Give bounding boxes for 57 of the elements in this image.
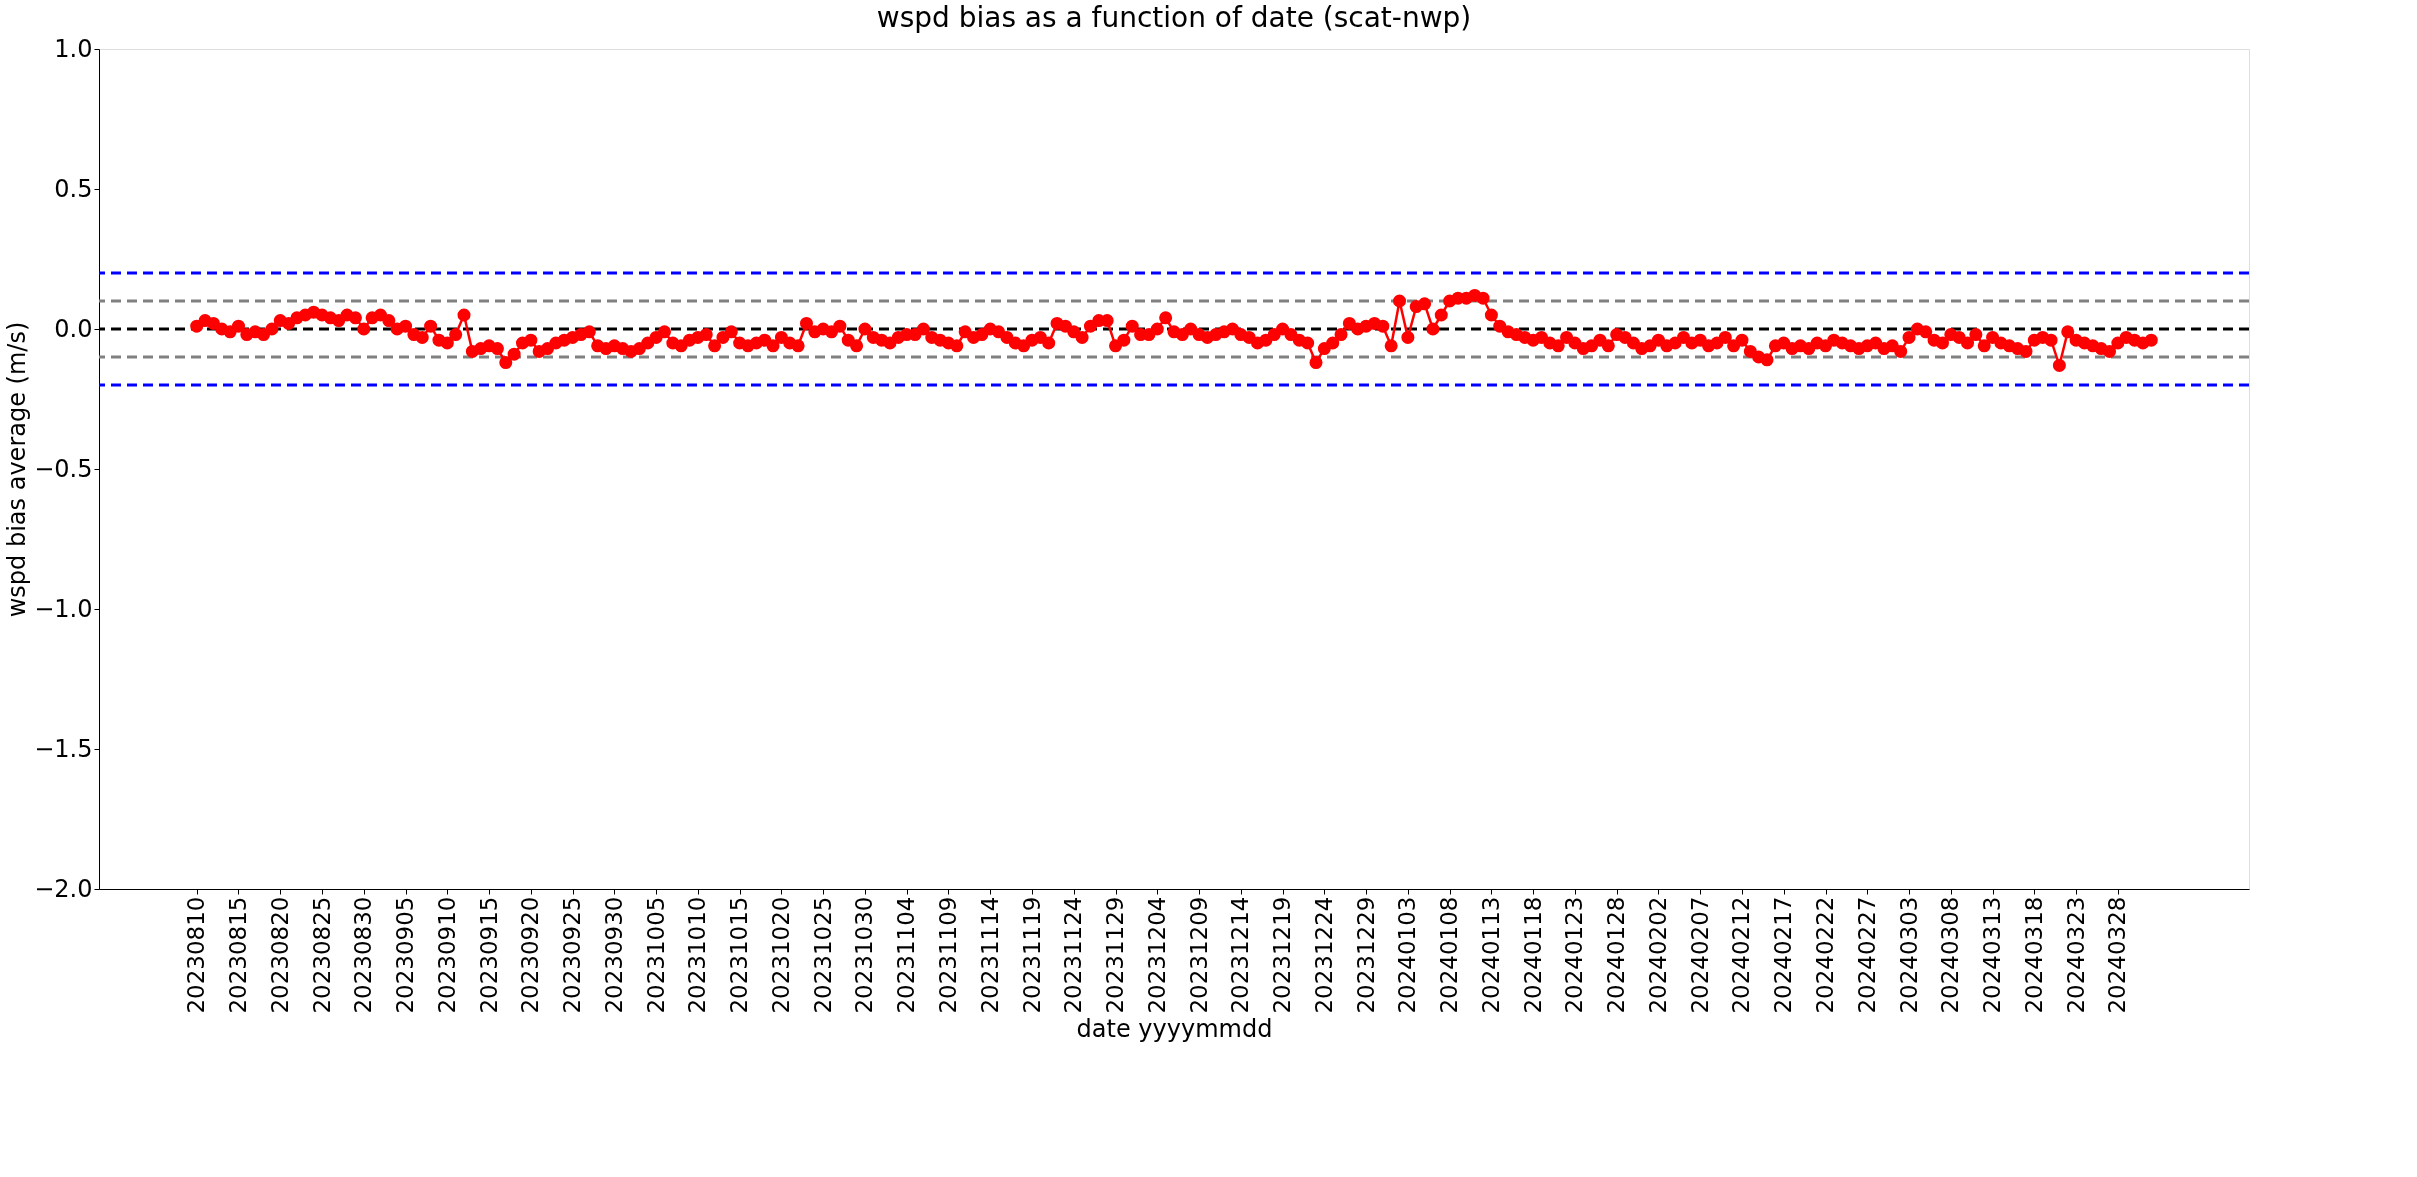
x-tick-label: 20231124 xyxy=(1060,896,1087,1014)
x-tick-label: 20230910 xyxy=(433,896,460,1014)
y-tick-label: −2.0 xyxy=(34,874,93,903)
x-tick-label: 20240323 xyxy=(2062,896,2089,1014)
x-tick-label: 20240108 xyxy=(1436,896,1463,1014)
x-tick-label: 20231219 xyxy=(1269,896,1296,1014)
x-tick-label: 20230830 xyxy=(350,896,377,1014)
x-tick-label: 20240303 xyxy=(1895,896,1922,1014)
x-tick-label: 20240222 xyxy=(1812,896,1839,1014)
x-tick-label: 20240128 xyxy=(1603,896,1630,1014)
x-tick-label: 20240328 xyxy=(2104,896,2131,1014)
x-tick-label: 20230925 xyxy=(559,896,586,1014)
x-tick-label: 20240202 xyxy=(1644,896,1671,1014)
x-tick-label: 20231209 xyxy=(1185,896,1212,1014)
x-tick-label: 20231224 xyxy=(1310,896,1337,1014)
x-tick-label: 20231020 xyxy=(767,896,794,1014)
x-tick-label: 20240212 xyxy=(1728,896,1755,1014)
x-tick-label: 20230810 xyxy=(183,896,210,1014)
y-axis-title: wspd bias average (m/s) xyxy=(3,321,32,618)
x-tick-label: 20230825 xyxy=(308,896,335,1014)
x-tick-label: 20240217 xyxy=(1770,896,1797,1014)
y-tick-label: −1.0 xyxy=(34,594,93,623)
x-tick-label: 20231204 xyxy=(1143,896,1170,1014)
y-tick-label: 0.0 xyxy=(54,314,93,343)
x-tick-label: 20231214 xyxy=(1227,896,1254,1014)
x-tick-label: 20230920 xyxy=(517,896,544,1014)
x-tick-label: 20231030 xyxy=(851,896,878,1014)
x-tick-label: 20231229 xyxy=(1352,896,1379,1014)
x-tick-label: 20231109 xyxy=(934,896,961,1014)
x-tick-label: 20231005 xyxy=(642,896,669,1014)
x-tick-label: 20240103 xyxy=(1394,896,1421,1014)
x-tick-label: 20231104 xyxy=(893,896,920,1014)
x-axis-title: date yyyymmdd xyxy=(1076,1014,1273,1043)
x-tick-label: 20230905 xyxy=(392,896,419,1014)
x-tick-label: 20231119 xyxy=(1018,896,1045,1014)
x-tick-label: 20240313 xyxy=(1979,896,2006,1014)
x-tick-label: 20230915 xyxy=(475,896,502,1014)
x-tick-label: 20230930 xyxy=(600,896,627,1014)
x-tick-label: 20240227 xyxy=(1853,896,1880,1014)
x-tick-label: 20240318 xyxy=(2020,896,2047,1014)
y-tick-label: −1.5 xyxy=(34,734,93,763)
x-tick-label: 20240118 xyxy=(1519,896,1546,1014)
x-tick-label: 20230820 xyxy=(266,896,293,1014)
x-tick-label: 20231010 xyxy=(684,896,711,1014)
x-tick-label: 20231129 xyxy=(1102,896,1129,1014)
x-tick-label: 20240123 xyxy=(1561,896,1588,1014)
chart-title: wspd bias as a function of date (scat-nwp) xyxy=(876,1,1472,34)
y-tick-label: 1.0 xyxy=(54,34,93,63)
x-tick-label: 20240207 xyxy=(1686,896,1713,1014)
x-tick-label: 20231114 xyxy=(976,896,1003,1014)
x-tick-label: 20231015 xyxy=(726,896,753,1014)
y-tick-label: 0.5 xyxy=(54,174,93,203)
x-tick-label: 20240308 xyxy=(1937,896,1964,1014)
x-tick-label: 20231025 xyxy=(809,896,836,1014)
y-tick-label: −0.5 xyxy=(34,454,93,483)
x-tick-label: 20230815 xyxy=(224,896,251,1014)
x-tick-label: 20240113 xyxy=(1477,896,1504,1014)
